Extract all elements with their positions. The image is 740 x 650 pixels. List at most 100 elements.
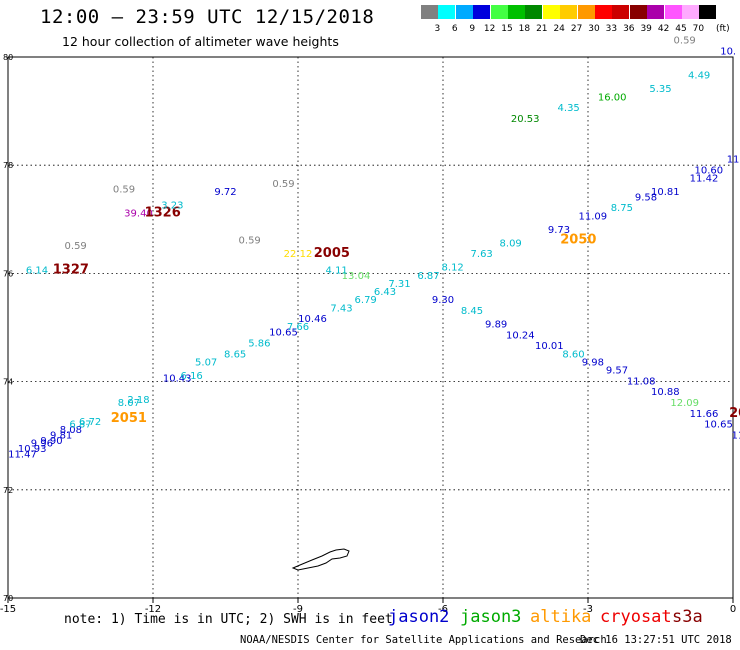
wave-height-label: 8.09 <box>500 238 522 249</box>
y-tick-label: 80 <box>3 53 13 62</box>
wave-height-label: 11.8 <box>732 430 740 441</box>
scale-label: 39 <box>640 24 652 34</box>
wave-height-label: 10.65 <box>704 420 733 431</box>
wave-height-label: 9.58 <box>635 192 657 203</box>
wave-height-label: 3.23 <box>161 200 183 211</box>
scale-label: 33 <box>605 24 618 34</box>
scale-label: 27 <box>570 24 583 34</box>
wave-height-label: 13.04 <box>342 271 371 282</box>
wave-height-label: 11.42 <box>690 173 719 184</box>
wave-height-label: 8.75 <box>611 203 633 214</box>
wave-height-label: 200 <box>729 406 740 421</box>
wave-height-label: 0.59 <box>113 184 135 195</box>
x-tick-label: -15 <box>0 604 16 615</box>
scale-label: 36 <box>623 24 635 34</box>
wave-height-label: 10.46 <box>298 314 327 325</box>
map-frame <box>7 56 734 599</box>
scale-label: 21 <box>536 24 548 34</box>
wave-height-label: 5.35 <box>649 84 671 95</box>
wave-height-label: 6.72 <box>79 417 101 428</box>
legend-item-cryosat: cryosat <box>600 607 672 627</box>
wave-height-label: 10.93 <box>18 444 47 455</box>
wave-height-label: 9.89 <box>485 320 507 331</box>
wave-height-label: 9.96 <box>31 439 53 450</box>
x-tick-label: -6 <box>438 604 448 615</box>
legend-item-jason2: jason2 <box>388 607 450 627</box>
wave-height-label: 4.35 <box>558 103 580 114</box>
wave-height-label: 22.12 <box>284 249 313 260</box>
scale-swatch <box>508 5 525 19</box>
scale-unit-label: (ft) <box>716 24 730 34</box>
wave-height-label: 8.65 <box>224 349 246 360</box>
footer-timestamp: Dec 16 13:27:51 UTC 2018 <box>580 634 732 646</box>
y-tick-label: 74 <box>3 378 13 387</box>
scale-label: 3 <box>434 24 441 34</box>
scale-label: 30 <box>588 24 600 34</box>
wave-height-label: 8.12 <box>442 263 464 274</box>
x-tick-label: -12 <box>145 604 161 615</box>
wave-height-label: 10.65 <box>269 328 298 339</box>
wave-height-label: 4.11 <box>326 265 348 276</box>
wave-height-label: 10. <box>720 46 736 57</box>
wave-height-label: 7.43 <box>330 303 352 314</box>
wave-height-label: 8.60 <box>562 349 584 360</box>
y-tick-label: 70 <box>3 594 13 603</box>
scale-swatch <box>560 5 578 19</box>
wave-height-label: 8.07 <box>118 398 140 409</box>
wave-height-label: 2.18 <box>127 395 149 406</box>
wave-height-label: 8.08 <box>60 425 82 436</box>
scale-swatch <box>421 5 438 19</box>
wave-height-label: 0.59 <box>272 179 294 190</box>
wave-height-label: 1326 <box>145 206 181 221</box>
wave-height-label: 9.81 <box>50 430 72 441</box>
wave-height-label: 9.73 <box>548 225 570 236</box>
scale-label: 18 <box>518 24 531 34</box>
footer-credit: NOAA/NESDIS Center for Satellite Applica… <box>240 634 607 646</box>
legend-item-jason3: jason3 <box>460 607 522 627</box>
wave-height-label: 7.66 <box>287 322 309 333</box>
x-tick-label: -3 <box>583 604 593 615</box>
scale-label: 9 <box>469 24 476 34</box>
wave-height-label: 6.43 <box>374 287 396 298</box>
wave-height-label: 11.66 <box>690 409 719 420</box>
wave-height-label: 8.45 <box>461 306 483 317</box>
wave-height-label: 11.08 <box>627 376 656 387</box>
scale-swatch <box>612 5 630 19</box>
wave-height-label: 9.57 <box>606 365 628 376</box>
footer-note: note: 1) Time is in UTC; 2) SWH is in fe… <box>64 612 393 627</box>
scale-label: 15 <box>501 24 513 34</box>
wave-height-label: 11.0 <box>727 154 740 165</box>
wave-height-label: 11.47 <box>8 449 37 460</box>
page-subtitle: 12 hour collection of altimeter wave hei… <box>62 34 339 49</box>
y-tick-label: 72 <box>3 486 13 495</box>
wave-height-label: 9.30 <box>432 295 454 306</box>
wave-height-label: 10.81 <box>651 187 680 198</box>
wave-height-label: 5.86 <box>248 338 270 349</box>
wave-height-label: 10.43 <box>163 374 192 385</box>
legend-item-s3a: s3a <box>672 607 703 627</box>
scale-swatch <box>595 5 612 19</box>
wave-height-label: 0.59 <box>674 35 696 46</box>
wave-height-label: 9.98 <box>582 357 604 368</box>
scale-label: 70 <box>692 24 705 34</box>
wave-height-label: 6.79 <box>355 295 377 306</box>
wave-height-label: 4.49 <box>688 71 710 82</box>
island-outline <box>291 548 350 571</box>
wave-height-label: 5.07 <box>195 357 217 368</box>
scale-swatch <box>629 5 647 19</box>
scale-label: 12 <box>483 24 496 34</box>
wave-height-label: 7.31 <box>388 279 410 290</box>
wave-height-label: 6.14 <box>26 265 48 276</box>
wave-height-label: 6.16 <box>181 371 203 382</box>
wave-height-label: 7.63 <box>471 249 493 260</box>
scale-swatch <box>473 5 491 19</box>
y-tick-label: 78 <box>3 161 13 170</box>
scale-swatch <box>647 5 665 19</box>
scale-swatch <box>699 5 717 19</box>
wave-height-label: 12.09 <box>670 398 699 409</box>
wave-height-label: 20.53 <box>511 114 540 125</box>
wave-height-label: 1327 <box>53 262 89 277</box>
scale-label: 45 <box>675 24 687 34</box>
scale-label: 24 <box>553 24 565 34</box>
